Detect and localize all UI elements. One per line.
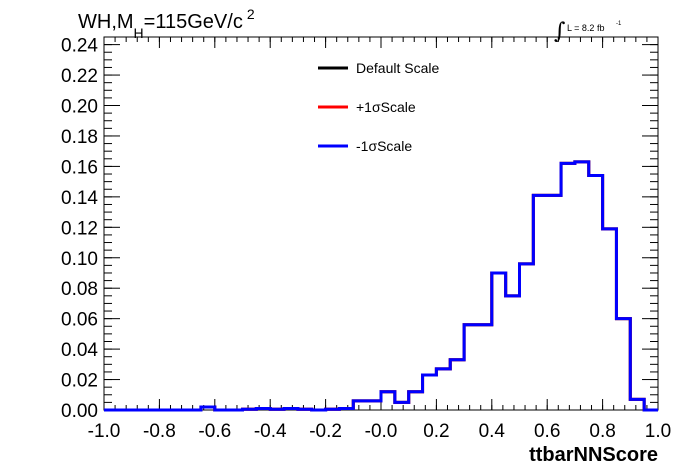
title-superscript: 2 xyxy=(247,6,255,22)
x-tick-label: -0.0 xyxy=(365,421,398,442)
legend-label-0: Default Scale xyxy=(356,60,439,76)
x-tick-label: -0.4 xyxy=(254,421,287,442)
lumi-text: L = 8.2 fb xyxy=(567,23,604,33)
y-tick-label: 0.10 xyxy=(61,249,98,270)
integral-symbol: ∫ xyxy=(554,19,566,44)
y-tick-label: 0.22 xyxy=(61,66,98,87)
x-tick-label: 0.8 xyxy=(589,421,615,442)
y-tick-labels: 0.00 0.02 0.04 0.06 0.08 0.10 0.12 0.14 0.16 0.18… xyxy=(61,36,98,422)
x-tick-label: 1.0 xyxy=(645,421,671,442)
legend: Default Scale +1σScale -1σScale xyxy=(318,60,439,154)
x-tick-label: -0.8 xyxy=(143,421,176,442)
y-tick-label: 0.24 xyxy=(61,36,98,57)
luminosity-label: ∫ L = 8.2 fb -1 xyxy=(554,19,622,44)
lumi-superscript: -1 xyxy=(616,21,622,27)
y-tick-label: 0.06 xyxy=(61,310,98,331)
series-line-0 xyxy=(104,160,658,412)
title-main: WH,M xyxy=(78,11,134,33)
y-tick-label: 0.20 xyxy=(61,97,98,118)
plot-frame xyxy=(103,36,659,411)
legend-label-1: +1σScale xyxy=(356,99,416,115)
series-line-2 xyxy=(104,160,658,412)
series-line-1 xyxy=(104,160,658,412)
x-tick-labels: -1.0 -0.8 -0.6 -0.4 -0.2 -0.0 0.2 0.4 0.6 0.8 1.0 xyxy=(88,421,672,442)
y-tick-label: 0.16 xyxy=(61,157,98,178)
x-tick-label: -0.2 xyxy=(309,421,342,442)
x-tick-label: 0.2 xyxy=(423,421,449,442)
legend-label-2: -1σScale xyxy=(356,138,412,154)
title-rest: =115GeV/c xyxy=(144,11,243,33)
histogram-series xyxy=(104,160,658,412)
y-tick-label: 0.18 xyxy=(61,127,98,148)
chart-title: WH,MH=115GeV/c 2 xyxy=(78,6,255,41)
x-tick-label: -1.0 xyxy=(88,421,121,442)
x-axis-label: ttbarNNScore xyxy=(529,444,658,466)
y-tick-label: 0.14 xyxy=(61,188,98,209)
y-tick-label: 0.08 xyxy=(61,279,98,300)
y-tick-label: 0.02 xyxy=(61,371,98,392)
y-tick-label: 0.04 xyxy=(61,340,98,361)
y-tick-label: 0.12 xyxy=(61,218,98,239)
x-tick-label: 0.4 xyxy=(479,421,506,442)
title-subscript: H xyxy=(134,25,144,41)
y-tick-label: 0.00 xyxy=(61,401,98,422)
x-tick-label: -0.6 xyxy=(198,421,231,442)
x-tick-label: 0.6 xyxy=(534,421,560,442)
axis-ticks xyxy=(103,36,659,411)
